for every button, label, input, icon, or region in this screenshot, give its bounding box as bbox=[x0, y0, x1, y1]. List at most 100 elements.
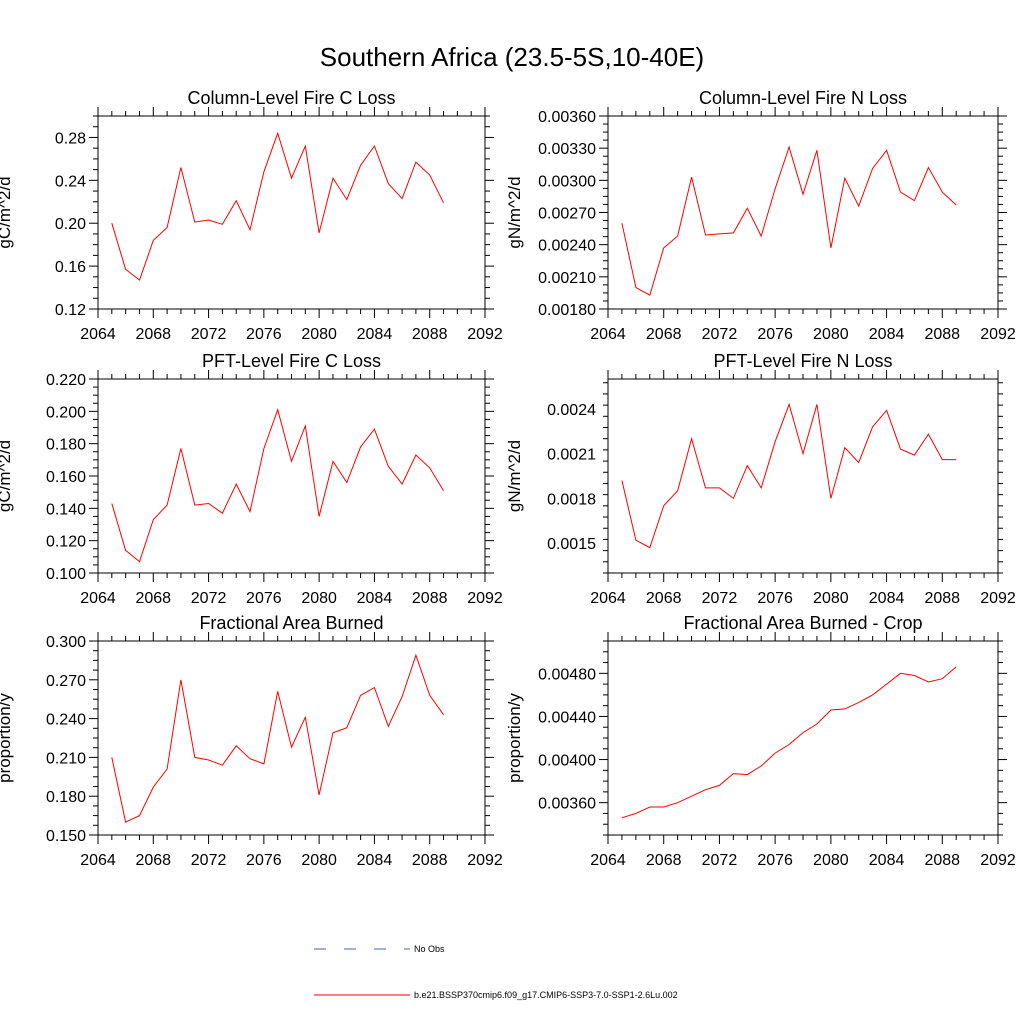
panel-title: Column-Level Fire C Loss bbox=[187, 88, 395, 108]
plot-frame bbox=[97, 640, 486, 836]
x-tick-label: 2092 bbox=[980, 852, 1016, 869]
x-tick-label: 2076 bbox=[757, 590, 793, 607]
x-tick-label: 2088 bbox=[412, 326, 448, 343]
panel-3: 2064 2068 2072 2076 2080 2084 2088 2092 0.0015 0.… bbox=[505, 351, 1016, 607]
plot-frame bbox=[607, 378, 999, 574]
y-tick-label: 0.24 bbox=[55, 173, 86, 190]
x-tick-label: 2080 bbox=[301, 590, 337, 607]
panel-title: PFT-Level Fire C Loss bbox=[202, 351, 381, 371]
x-tick-label: 2068 bbox=[646, 590, 682, 607]
y-axis-label: proportion/y bbox=[505, 693, 524, 783]
x-tick-label: 2092 bbox=[467, 590, 503, 607]
y-tick-label: 0.00360 bbox=[538, 109, 596, 126]
y-tick-label: 0.220 bbox=[46, 372, 86, 389]
y-tick-label: 0.00330 bbox=[538, 141, 596, 158]
x-tick-label: 2064 bbox=[80, 326, 116, 343]
y-tick-label: 0.300 bbox=[46, 634, 86, 651]
x-tick-label: 2068 bbox=[646, 852, 682, 869]
series-line bbox=[621, 402, 957, 549]
y-tick-label: 0.120 bbox=[46, 534, 86, 551]
x-tick-label: 2072 bbox=[191, 852, 227, 869]
y-axis-label: gC/m^2/d bbox=[0, 440, 14, 512]
y-tick-label: 0.12 bbox=[55, 302, 86, 319]
x-tick-label: 2076 bbox=[757, 326, 793, 343]
y-tick-label: 0.180 bbox=[46, 789, 86, 806]
x-tick-label: 2076 bbox=[246, 590, 282, 607]
y-axis-label: proportion/y bbox=[0, 693, 14, 783]
y-tick-label: 0.140 bbox=[46, 501, 86, 518]
panel-4: 2064 2068 2072 2076 2080 2084 2088 2092 0.150 0.1… bbox=[0, 613, 503, 869]
y-axis-label: gN/m^2/d bbox=[505, 440, 524, 512]
x-tick-label: 2064 bbox=[80, 852, 116, 869]
y-axis-label: gN/m^2/d bbox=[505, 176, 524, 248]
y-tick-label: 0.0015 bbox=[547, 536, 596, 553]
series-line bbox=[111, 653, 444, 823]
y-tick-label: 0.00400 bbox=[538, 753, 596, 770]
y-tick-label: 0.00270 bbox=[538, 206, 596, 223]
legend-label-model: b.e21.BSSP370cmip6.f09_g17.CMIP6-SSP3-7.… bbox=[414, 990, 678, 1000]
x-tick-label: 2088 bbox=[924, 852, 960, 869]
panel-0: 2064 2068 2072 2076 2080 2084 2088 2092 0.12 0.16… bbox=[0, 88, 503, 343]
panel-1: 2064 2068 2072 2076 2080 2084 2088 2092 0.00180 0… bbox=[505, 88, 1016, 343]
y-tick-label: 0.100 bbox=[46, 566, 86, 583]
legend: No Obs b.e21.BSSP370cmip6.f09_g17.CMIP6-… bbox=[314, 944, 678, 1000]
panel-title: Fractional Area Burned bbox=[199, 613, 383, 633]
x-tick-label: 2084 bbox=[357, 326, 393, 343]
plot-frame bbox=[607, 115, 999, 310]
y-axis-label: gC/m^2/d bbox=[0, 176, 14, 248]
x-tick-label: 2080 bbox=[301, 852, 337, 869]
x-tick-label: 2092 bbox=[467, 852, 503, 869]
x-tick-label: 2088 bbox=[924, 590, 960, 607]
y-tick-label: 0.16 bbox=[55, 259, 86, 276]
y-tick-label: 0.0021 bbox=[547, 447, 596, 464]
x-tick-label: 2084 bbox=[869, 326, 905, 343]
x-tick-label: 2092 bbox=[980, 326, 1016, 343]
x-tick-label: 2088 bbox=[412, 852, 448, 869]
x-tick-label: 2072 bbox=[191, 590, 227, 607]
panel-2: 2064 2068 2072 2076 2080 2084 2088 2092 0.100 0.1… bbox=[0, 351, 503, 607]
x-tick-label: 2084 bbox=[357, 852, 393, 869]
x-tick-label: 2084 bbox=[357, 590, 393, 607]
y-tick-label: 0.00440 bbox=[538, 709, 596, 726]
x-tick-label: 2076 bbox=[246, 852, 282, 869]
x-tick-label: 2064 bbox=[80, 590, 116, 607]
series-line bbox=[111, 131, 444, 281]
y-tick-label: 0.00360 bbox=[538, 796, 596, 813]
x-tick-label: 2064 bbox=[590, 590, 626, 607]
x-tick-label: 2092 bbox=[980, 590, 1016, 607]
x-tick-label: 2072 bbox=[191, 326, 227, 343]
y-tick-label: 0.210 bbox=[46, 750, 86, 767]
panel-title: Fractional Area Burned - Crop bbox=[683, 613, 922, 633]
y-tick-label: 0.00240 bbox=[538, 238, 596, 255]
y-tick-label: 0.28 bbox=[55, 130, 86, 147]
y-tick-label: 0.0024 bbox=[547, 402, 596, 419]
series-line bbox=[621, 145, 957, 296]
x-tick-label: 2084 bbox=[869, 590, 905, 607]
x-tick-label: 2088 bbox=[924, 326, 960, 343]
plot-frame bbox=[97, 378, 486, 574]
series-line bbox=[621, 666, 957, 819]
figure-title: Southern Africa (23.5-5S,10-40E) bbox=[320, 42, 704, 72]
x-tick-label: 2064 bbox=[590, 326, 626, 343]
x-tick-label: 2080 bbox=[301, 326, 337, 343]
x-tick-label: 2064 bbox=[590, 852, 626, 869]
x-tick-label: 2068 bbox=[646, 326, 682, 343]
x-tick-label: 2088 bbox=[412, 590, 448, 607]
y-tick-label: 0.240 bbox=[46, 712, 86, 729]
y-tick-label: 0.00210 bbox=[538, 270, 596, 287]
x-tick-label: 2068 bbox=[135, 326, 171, 343]
y-tick-label: 0.160 bbox=[46, 469, 86, 486]
x-tick-label: 2076 bbox=[246, 326, 282, 343]
panel-title: PFT-Level Fire N Loss bbox=[713, 351, 892, 371]
x-tick-label: 2068 bbox=[135, 852, 171, 869]
y-tick-label: 0.0018 bbox=[547, 491, 596, 508]
y-tick-label: 0.00180 bbox=[538, 302, 596, 319]
x-tick-label: 2072 bbox=[702, 326, 738, 343]
x-tick-label: 2068 bbox=[135, 590, 171, 607]
y-tick-label: 0.200 bbox=[46, 404, 86, 421]
y-tick-label: 0.20 bbox=[55, 216, 86, 233]
x-tick-label: 2080 bbox=[813, 590, 849, 607]
y-tick-label: 0.00480 bbox=[538, 666, 596, 683]
panel-title: Column-Level Fire N Loss bbox=[699, 88, 907, 108]
